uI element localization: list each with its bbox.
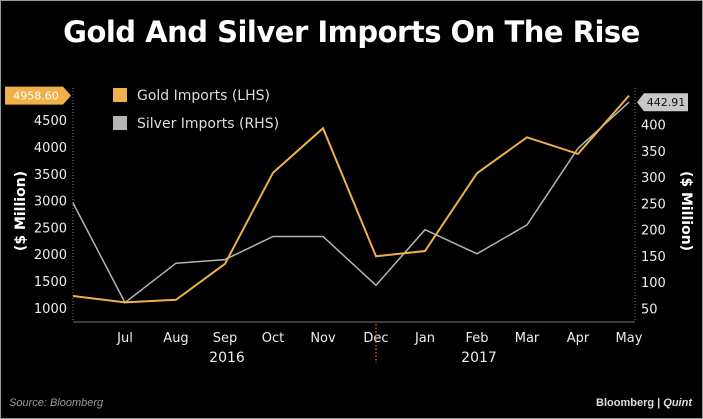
logo-left: Bloomberg: [596, 397, 655, 409]
x-tick-label: Jul: [116, 331, 133, 346]
gold-imports-line: [72, 94, 630, 304]
right-tick-label: 350: [641, 145, 666, 160]
legend-swatch: [113, 88, 127, 102]
gold-end-label: 4958.60: [13, 90, 59, 103]
chart-title: Gold And Silver Imports On The Rise: [63, 15, 640, 49]
left-tick-label: 1500: [34, 275, 67, 290]
source-note: Source: Bloomberg: [9, 397, 104, 409]
left-tick-label: 4000: [34, 141, 67, 156]
x-tick-label: Nov: [310, 331, 336, 346]
right-tick-label: 250: [641, 197, 666, 212]
silver-end-label: 442.91: [647, 96, 686, 109]
x-tick-label: Mar: [515, 331, 540, 346]
left-tick-label: 2000: [34, 248, 67, 263]
x-tick-label: Sep: [213, 331, 238, 346]
legend-label: Gold Imports (LHS): [137, 88, 270, 104]
x-tick-label: Apr: [567, 331, 590, 346]
logo-separator: |: [657, 397, 661, 409]
x-tick-label: Jan: [414, 331, 435, 346]
x-tick-label: Feb: [465, 331, 488, 346]
left-tick-label: 3000: [34, 195, 67, 210]
right-tick-label: 400: [641, 119, 666, 134]
left-tick-label: 2500: [34, 221, 67, 236]
logo-right: Quint: [663, 397, 692, 409]
right-tick-label: 50: [641, 302, 658, 317]
right-axis-title: ($ Million): [678, 171, 694, 251]
x-tick-label: May: [616, 331, 643, 346]
left-tick-label: 3500: [34, 168, 67, 183]
legend-label: Silver Imports (RHS): [137, 116, 279, 132]
year-label: 2017: [461, 350, 497, 366]
silver-end-label-box: [637, 93, 688, 112]
left-axis-title: ($ Million): [13, 171, 29, 251]
x-tick-label: Aug: [163, 331, 188, 346]
gold-end-label-box: [5, 86, 71, 105]
right-tick-label: 300: [641, 171, 666, 186]
right-tick-label: 100: [641, 276, 666, 291]
year-label: 2016: [209, 350, 245, 366]
right-tick-label: 150: [641, 250, 666, 265]
x-tick-label: Oct: [262, 331, 284, 346]
right-tick-label: 200: [641, 224, 666, 239]
left-tick-label: 1000: [34, 302, 67, 317]
silver-imports-line: [72, 101, 630, 304]
left-tick-label: 4500: [34, 114, 67, 129]
legend-swatch: [113, 116, 127, 130]
bloomberg-quint-logo: Bloomberg | Quint: [596, 397, 692, 409]
